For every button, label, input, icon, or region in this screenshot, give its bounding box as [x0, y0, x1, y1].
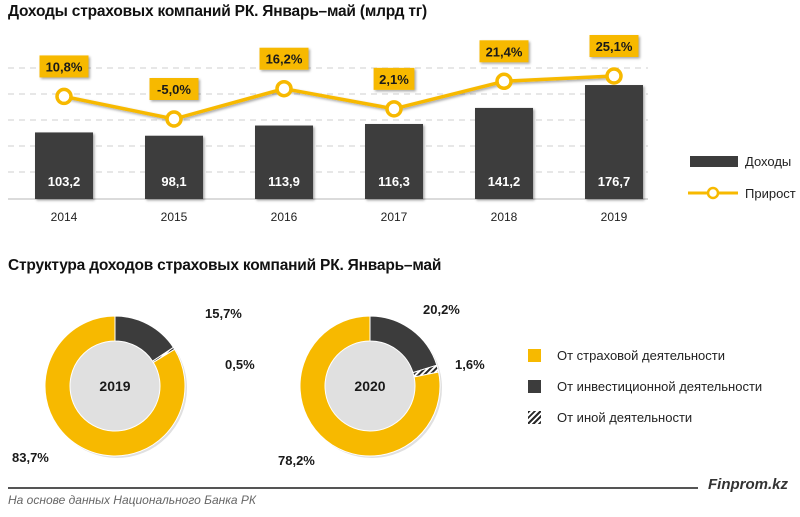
- growth-label-box: [589, 35, 639, 57]
- donut-slice-2019-0: [44, 315, 186, 457]
- x-tick-label: 2014: [51, 210, 78, 224]
- x-tick-label: 2019: [601, 210, 628, 224]
- donut-center-year: 2019: [99, 378, 130, 394]
- legend-swatch-investment: [528, 380, 541, 393]
- growth-label: -5,0%: [157, 82, 191, 97]
- growth-label: 16,2%: [266, 52, 303, 67]
- growth-label-box: [39, 55, 89, 78]
- growth-label: 10,8%: [46, 59, 83, 74]
- donut-legend: От страховой деятельности От инвестицион…: [528, 340, 762, 433]
- bar-2014: [35, 132, 93, 199]
- bar-2015: [145, 135, 203, 199]
- growth-label: 2,1%: [379, 72, 409, 87]
- bar-line-chart: 103,2 98,1 113,9 116,3 141,2 176,7 10,8% -5,0%…: [8, 35, 796, 224]
- growth-point-2019: [605, 67, 623, 85]
- bar-2019: [585, 85, 643, 199]
- bar-value-label: 113,9: [268, 174, 300, 189]
- growth-point-2014: [55, 87, 73, 106]
- x-tick-label: 2018: [491, 210, 518, 224]
- growth-label-box: [373, 67, 415, 90]
- legend-label-other: От иной деятельности: [557, 410, 693, 425]
- legend-marker-prirost: [706, 186, 720, 200]
- donut-slice-label: 15,7%: [205, 306, 242, 321]
- legend-item-other: От иной деятельности: [528, 402, 762, 433]
- x-tick-label: 2017: [381, 210, 408, 224]
- donut-slice-label: 78,2%: [278, 453, 315, 468]
- footer-brand-logo: Finprom.kz: [707, 476, 788, 493]
- bar-value-label: 176,7: [598, 174, 631, 189]
- bar-2017: [365, 123, 423, 199]
- legend-item-insurance: От страховой деятельности: [528, 340, 762, 371]
- legend-item-investment: От инвестиционной деятельности: [528, 371, 762, 402]
- growth-label-box: [259, 47, 309, 70]
- bar-2016: [255, 125, 313, 199]
- growth-point-2018: [495, 72, 513, 91]
- donut-charts: 2019 83,7% 15,7% 0,5% 2020 78,2% 20,2% 1,6%: [12, 302, 485, 468]
- growth-label: 21,4%: [486, 44, 523, 59]
- donut-slice-label: 83,7%: [12, 450, 49, 465]
- legend-label-investment: От инвестиционной деятельности: [557, 379, 763, 394]
- donut-center-year: 2020: [354, 378, 385, 394]
- donut-chart-title: Структура доходов страховых компаний РК.…: [8, 257, 442, 274]
- growth-label: 25,1%: [596, 39, 633, 54]
- legend-label-dohody: Доходы: [745, 154, 791, 169]
- bar-2018: [475, 107, 533, 199]
- bar-value-label: 98,1: [161, 174, 186, 189]
- donut-slice-label: 0,5%: [225, 357, 255, 372]
- x-tick-label: 2015: [161, 210, 188, 224]
- legend-swatch-dohody: [690, 156, 738, 167]
- growth-point-2015: [165, 110, 183, 128]
- legend-swatch-other: [528, 411, 541, 424]
- growth-point-2016: [275, 79, 293, 98]
- growth-label-box: [149, 78, 199, 100]
- footer-divider: [8, 487, 698, 489]
- bar-value-label: 116,3: [378, 174, 410, 189]
- growth-point-2017: [385, 100, 403, 118]
- growth-label-box: [479, 40, 529, 63]
- legend-label-insurance: От страховой деятельности: [557, 348, 725, 363]
- donut-slice-2020-0: [299, 315, 441, 457]
- bar-value-label: 103,2: [48, 174, 81, 189]
- x-tick-label: 2016: [271, 210, 298, 224]
- footer-source: На основе данных Национального Банка РК: [8, 493, 256, 507]
- bar-chart-title: Доходы страховых компаний РК. Январь–май…: [8, 3, 427, 20]
- legend-swatch-insurance: [528, 349, 541, 362]
- legend-label-prirost: Прирост: [745, 186, 796, 201]
- growth-line: [63, 74, 615, 121]
- donut-slice-label: 1,6%: [455, 357, 485, 372]
- bar-value-label: 141,2: [488, 174, 521, 189]
- donut-slice-label: 20,2%: [423, 302, 460, 317]
